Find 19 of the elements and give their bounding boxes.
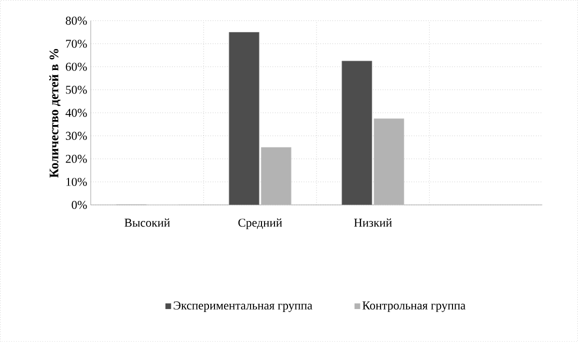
x-tick-label: Высокий	[124, 218, 170, 227]
y-tick-label: 80%	[66, 16, 87, 25]
legend-label: Экспериментальная группа	[174, 302, 312, 312]
y-tick-label: 60%	[66, 62, 87, 71]
y-tick-label: 10%	[66, 178, 87, 186]
y-tick-label: 70%	[66, 40, 87, 48]
y-tick-label: 50%	[66, 86, 87, 94]
bar	[374, 118, 404, 206]
x-tick-label: Средний	[238, 218, 282, 230]
x-tick-label: Низкий	[354, 218, 392, 227]
y-tick-label: 30%	[66, 132, 87, 140]
y-tick-label: 0%	[72, 200, 87, 210]
bar	[260, 147, 292, 206]
y-tick-label: 20%	[66, 154, 87, 164]
legend-label: Контрольная группа	[362, 302, 466, 312]
bar	[228, 32, 260, 206]
bar	[342, 60, 372, 206]
y-tick-label: 40%	[66, 108, 87, 117]
y-axis-title: Количество детей в %	[49, 49, 60, 178]
